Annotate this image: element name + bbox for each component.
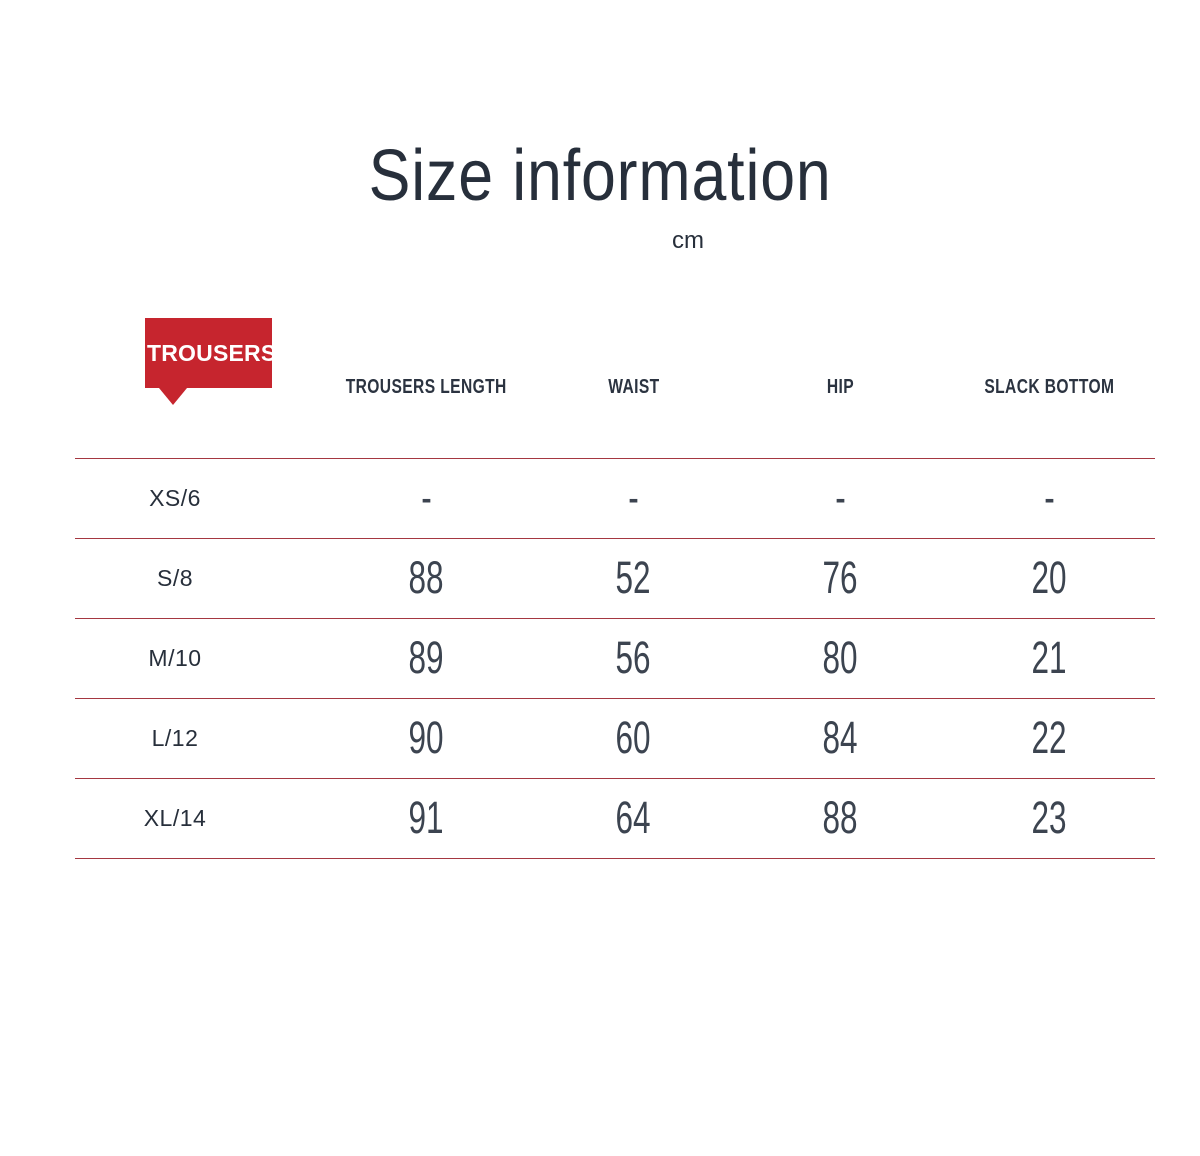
size-label: XS/6 [75, 457, 323, 538]
size-label: XL/14 [75, 777, 323, 859]
table-header-row: TROUSERS LENGTH WAIST HIP SLACK BOTTOM [75, 318, 1155, 458]
table-row-xs: XS/6 - - - - [75, 457, 1155, 538]
trousers-badge: TROUSERS [145, 318, 276, 405]
size-label: S/8 [75, 537, 323, 618]
table-row-xl: XL/14 91 64 88 23 [75, 777, 1155, 859]
column-header-trousers-length: TROUSERS LENGTH [346, 376, 507, 399]
cell-slack-bottom: 23 [944, 777, 1155, 859]
column-header-hip: HIP [826, 376, 855, 399]
cell-trousers-length: 88 [323, 537, 530, 618]
cell-slack-bottom: 22 [944, 697, 1155, 778]
cell-trousers-length: - [323, 457, 530, 538]
column-header-waist: WAIST [607, 376, 660, 399]
size-label: L/12 [75, 697, 323, 778]
cell-trousers-length: 89 [323, 617, 530, 698]
cell-waist: 52 [530, 537, 737, 618]
cell-slack-bottom: 20 [944, 537, 1155, 618]
table-row-s: S/8 88 52 76 20 [75, 537, 1155, 618]
cell-slack-bottom: - [944, 457, 1155, 538]
badge-pointer-icon [159, 388, 187, 405]
size-table: TROUSERS LENGTH WAIST HIP SLACK BOTTOM X… [75, 318, 1155, 859]
cell-hip: - [737, 457, 944, 538]
cell-waist: 60 [530, 697, 737, 778]
cell-waist: 56 [530, 617, 737, 698]
cell-slack-bottom: 21 [944, 617, 1155, 698]
size-label: M/10 [75, 617, 323, 698]
column-header-slack-bottom: SLACK BOTTOM [984, 376, 1115, 399]
cell-waist: 64 [530, 777, 737, 859]
cell-trousers-length: 91 [323, 777, 530, 859]
page-title: Size information [0, 140, 1200, 212]
table-row-m: M/10 89 56 80 21 [75, 617, 1155, 698]
size-table-section: TROUSERS TROUSERS LENGTH WAIST HIP SLACK… [75, 318, 1155, 859]
cell-hip: 84 [737, 697, 944, 778]
unit-label: cm [672, 227, 704, 254]
cell-hip: 76 [737, 537, 944, 618]
cell-hip: 80 [737, 617, 944, 698]
table-row-l: L/12 90 60 84 22 [75, 697, 1155, 778]
cell-trousers-length: 90 [323, 697, 530, 778]
trousers-badge-label: TROUSERS [147, 339, 277, 366]
cell-waist: - [530, 457, 737, 538]
cell-hip: 88 [737, 777, 944, 859]
page-title-text: Size information [368, 136, 832, 216]
